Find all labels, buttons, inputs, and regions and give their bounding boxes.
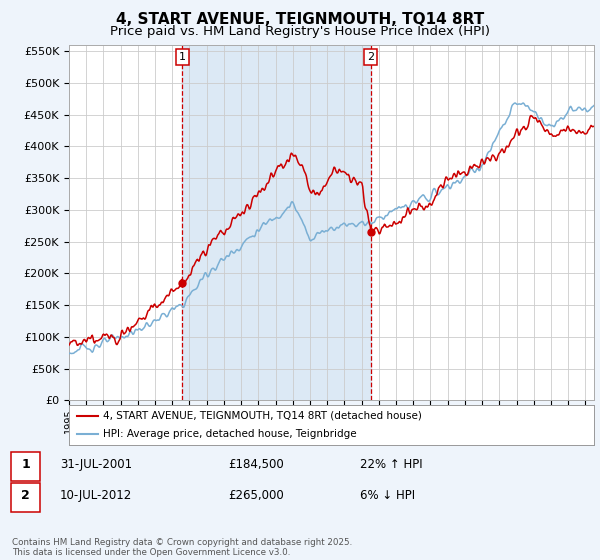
Bar — [182, 45, 371, 400]
Text: 2: 2 — [367, 52, 374, 62]
Text: Price paid vs. HM Land Registry's House Price Index (HPI): Price paid vs. HM Land Registry's House … — [110, 25, 490, 38]
Text: 10-JUL-2012: 10-JUL-2012 — [60, 489, 132, 502]
Text: Contains HM Land Registry data © Crown copyright and database right 2025.
This d: Contains HM Land Registry data © Crown c… — [12, 538, 352, 557]
Text: 1: 1 — [21, 458, 30, 471]
Text: 6% ↓ HPI: 6% ↓ HPI — [360, 489, 415, 502]
Text: 4, START AVENUE, TEIGNMOUTH, TQ14 8RT: 4, START AVENUE, TEIGNMOUTH, TQ14 8RT — [116, 12, 484, 27]
Text: HPI: Average price, detached house, Teignbridge: HPI: Average price, detached house, Teig… — [103, 430, 357, 439]
Text: 4, START AVENUE, TEIGNMOUTH, TQ14 8RT (detached house): 4, START AVENUE, TEIGNMOUTH, TQ14 8RT (d… — [103, 411, 422, 421]
Text: 31-JUL-2001: 31-JUL-2001 — [60, 458, 132, 471]
Text: 22% ↑ HPI: 22% ↑ HPI — [360, 458, 422, 471]
Text: 2: 2 — [21, 489, 30, 502]
Text: £184,500: £184,500 — [228, 458, 284, 471]
Text: 1: 1 — [179, 52, 186, 62]
Text: £265,000: £265,000 — [228, 489, 284, 502]
